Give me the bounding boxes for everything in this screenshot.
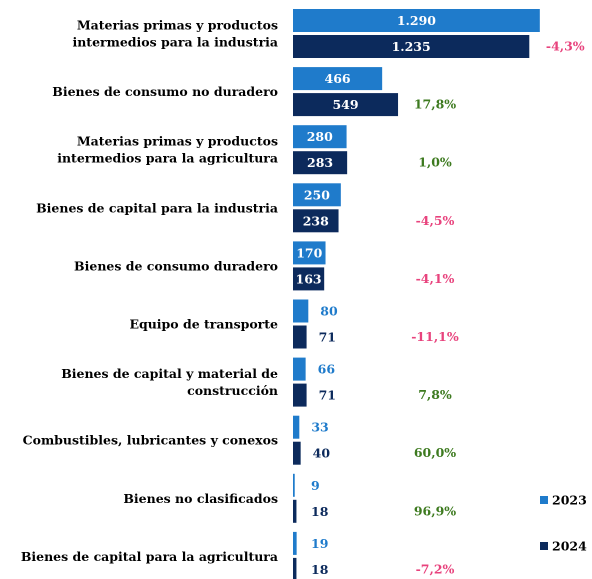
category-line: intermedios para la industria xyxy=(72,34,278,49)
category-label: Bienes de capital para la agricultura xyxy=(21,548,278,563)
change-label: 60,0% xyxy=(414,445,456,460)
category-line: intermedios para la agricultura xyxy=(57,150,278,165)
bar xyxy=(293,35,530,58)
category-line: Combustibles, lubricantes y conexos xyxy=(23,432,278,447)
category-line: construcción xyxy=(187,383,278,398)
category-line: Materias primas y productos xyxy=(77,133,278,148)
value-label: 1.235 xyxy=(392,39,431,54)
bar xyxy=(293,415,300,439)
bar xyxy=(293,9,540,32)
legend-label: 2024 xyxy=(552,539,587,554)
bar xyxy=(293,93,399,117)
value-label: 250 xyxy=(304,187,330,202)
bar xyxy=(293,473,295,497)
value-label: 18 xyxy=(311,504,329,519)
value-label: 549 xyxy=(332,97,358,112)
bar xyxy=(293,557,297,579)
category-label: Combustibles, lubricantes y conexos xyxy=(23,432,278,447)
legend-label: 2023 xyxy=(552,493,587,508)
value-label: 71 xyxy=(319,330,336,345)
bar xyxy=(293,499,297,523)
category-line: Bienes de consumo no duradero xyxy=(52,84,278,99)
category-label: Materias primas y productos intermedios p… xyxy=(72,17,278,49)
value-label: 33 xyxy=(311,420,328,435)
change-label: 7,8% xyxy=(418,387,452,402)
value-label: 80 xyxy=(320,304,338,319)
value-label: 19 xyxy=(311,536,328,551)
bar xyxy=(293,125,347,149)
value-label: 466 xyxy=(325,71,351,86)
value-label: 71 xyxy=(319,388,336,403)
change-label: -11,1% xyxy=(411,329,459,344)
category-label: Bienes de consumo no duradero xyxy=(52,84,278,99)
bar xyxy=(293,183,341,207)
value-label: 66 xyxy=(318,362,336,377)
category-line: Equipo de transporte xyxy=(129,316,278,331)
legend-swatch xyxy=(540,496,548,504)
category-label: Bienes de consumo duradero xyxy=(74,258,278,273)
value-label: 170 xyxy=(296,245,322,260)
bar xyxy=(293,531,297,555)
value-label: 283 xyxy=(307,155,333,170)
change-label: 96,9% xyxy=(414,503,456,518)
change-label: -4,1% xyxy=(416,271,455,286)
value-label: 1.290 xyxy=(397,13,436,28)
category-line: Materias primas y productos xyxy=(77,17,278,32)
category-line: Bienes no clasificados xyxy=(123,490,278,505)
bar xyxy=(293,383,307,407)
bar xyxy=(293,357,306,381)
category-label: Equipo de transporte xyxy=(129,316,278,331)
bar xyxy=(293,209,339,233)
change-label: 17,8% xyxy=(414,97,456,112)
value-label: 163 xyxy=(296,271,322,286)
bar xyxy=(293,241,326,265)
category-line: Bienes de capital y material de xyxy=(61,366,278,381)
bar xyxy=(293,267,325,291)
value-label: 238 xyxy=(303,213,329,228)
change-label: -7,2% xyxy=(416,561,455,576)
category-line: Bienes de capital para la industria xyxy=(36,200,278,215)
bar xyxy=(293,151,348,175)
category-line: Bienes de capital para la agricultura xyxy=(21,548,278,563)
category-label: Bienes de capital y material de construcc… xyxy=(61,366,278,398)
change-label: -4,5% xyxy=(416,213,455,228)
category-label: Bienes no clasificados xyxy=(123,490,278,505)
bar xyxy=(293,299,309,323)
value-label: 18 xyxy=(311,562,329,577)
category-label: Bienes de capital para la industria xyxy=(36,200,278,215)
bar xyxy=(293,67,383,91)
value-label: 280 xyxy=(307,129,333,144)
change-label: -4,3% xyxy=(546,39,585,54)
bar xyxy=(293,325,307,349)
category-line: Bienes de consumo duradero xyxy=(74,258,278,273)
value-label: 40 xyxy=(313,446,331,461)
bar xyxy=(293,441,301,465)
category-label: Materias primas y productos intermedios p… xyxy=(57,133,278,165)
legend-swatch xyxy=(540,542,548,550)
value-label: 9 xyxy=(311,478,320,493)
change-label: 1,0% xyxy=(418,155,452,170)
